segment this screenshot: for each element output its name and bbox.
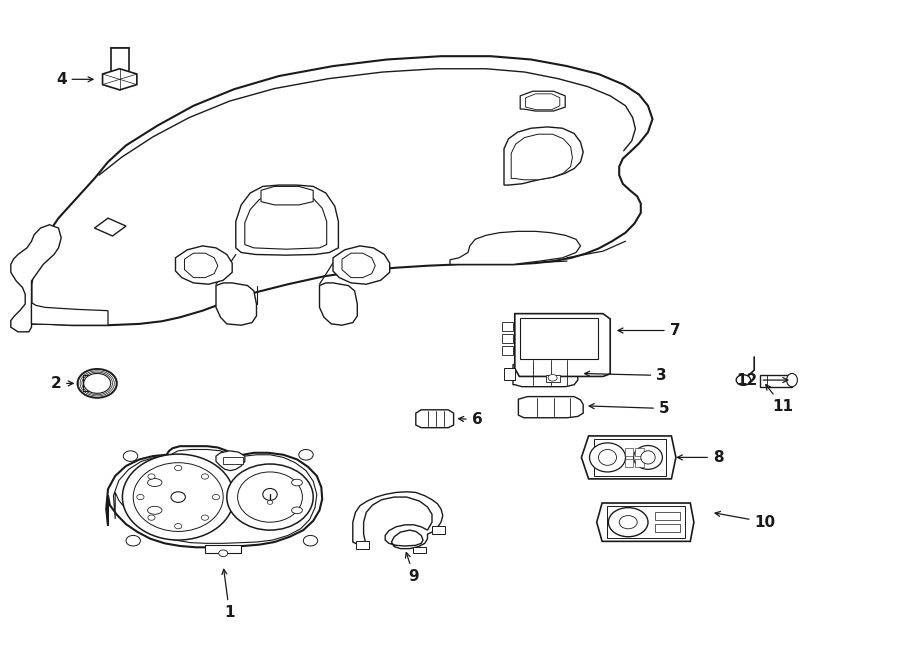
Ellipse shape	[619, 516, 637, 529]
Bar	[594, 440, 666, 476]
Text: 11: 11	[766, 385, 794, 414]
Ellipse shape	[292, 479, 302, 486]
Polygon shape	[513, 360, 578, 387]
Ellipse shape	[227, 464, 313, 530]
Text: 4: 4	[56, 72, 93, 87]
Ellipse shape	[787, 373, 797, 387]
Polygon shape	[94, 218, 126, 236]
Polygon shape	[245, 193, 327, 249]
Text: 10: 10	[716, 512, 776, 529]
Polygon shape	[504, 127, 583, 185]
Ellipse shape	[598, 449, 616, 465]
Text: 7: 7	[618, 323, 680, 338]
Bar	[83, 375, 92, 391]
Ellipse shape	[641, 451, 655, 464]
Bar	[625, 459, 633, 467]
Ellipse shape	[238, 472, 302, 522]
Text: 8: 8	[678, 450, 724, 465]
Text: 5: 5	[590, 401, 670, 416]
Polygon shape	[342, 253, 375, 278]
Polygon shape	[526, 94, 560, 110]
Polygon shape	[518, 397, 583, 418]
Polygon shape	[353, 492, 443, 549]
Bar	[502, 322, 513, 331]
Ellipse shape	[148, 515, 155, 520]
Polygon shape	[216, 451, 245, 471]
Polygon shape	[11, 225, 61, 332]
Polygon shape	[450, 231, 580, 264]
Text: 9: 9	[406, 553, 419, 584]
Polygon shape	[597, 503, 694, 541]
Polygon shape	[216, 283, 256, 325]
Bar	[413, 547, 426, 553]
Ellipse shape	[219, 550, 228, 557]
Polygon shape	[32, 56, 652, 325]
Bar	[432, 526, 445, 534]
Bar	[502, 346, 513, 355]
Ellipse shape	[133, 463, 223, 531]
Text: 3: 3	[585, 368, 667, 383]
Bar	[625, 448, 633, 456]
Text: 6: 6	[459, 412, 482, 427]
Ellipse shape	[148, 479, 162, 486]
Ellipse shape	[175, 524, 182, 529]
Polygon shape	[176, 246, 232, 284]
Bar	[502, 334, 513, 343]
Text: 2: 2	[50, 376, 73, 391]
Ellipse shape	[608, 508, 648, 537]
Polygon shape	[515, 314, 610, 377]
Ellipse shape	[736, 375, 751, 385]
Ellipse shape	[303, 535, 318, 546]
Ellipse shape	[299, 449, 313, 460]
Bar	[655, 524, 680, 532]
Polygon shape	[520, 91, 565, 111]
Bar	[205, 545, 241, 553]
Bar	[356, 541, 369, 549]
Bar	[111, 48, 129, 74]
Text: 12: 12	[736, 373, 788, 387]
Polygon shape	[261, 186, 313, 205]
Ellipse shape	[548, 374, 557, 381]
Ellipse shape	[202, 474, 209, 479]
Bar	[635, 448, 644, 456]
Polygon shape	[32, 303, 108, 325]
Ellipse shape	[634, 446, 662, 469]
Ellipse shape	[590, 443, 625, 472]
Ellipse shape	[148, 506, 162, 514]
Ellipse shape	[122, 454, 234, 540]
Ellipse shape	[263, 488, 277, 500]
Ellipse shape	[175, 465, 182, 471]
Ellipse shape	[212, 494, 220, 500]
Ellipse shape	[267, 500, 273, 504]
Text: 1: 1	[222, 569, 235, 620]
Bar	[760, 375, 792, 387]
Polygon shape	[103, 69, 137, 90]
Bar	[223, 457, 243, 464]
Polygon shape	[581, 436, 676, 479]
Ellipse shape	[137, 494, 144, 500]
Ellipse shape	[126, 535, 140, 546]
Ellipse shape	[123, 451, 138, 461]
Ellipse shape	[292, 507, 302, 514]
Polygon shape	[106, 446, 322, 547]
Polygon shape	[320, 283, 357, 325]
Bar	[608, 506, 685, 538]
Bar	[520, 317, 598, 359]
Ellipse shape	[148, 474, 155, 479]
Bar	[504, 368, 515, 380]
Polygon shape	[416, 410, 454, 428]
Polygon shape	[236, 185, 338, 255]
Polygon shape	[184, 253, 218, 278]
Polygon shape	[511, 134, 572, 180]
Ellipse shape	[171, 492, 185, 502]
Bar	[635, 459, 644, 467]
Polygon shape	[333, 246, 390, 284]
Ellipse shape	[77, 369, 117, 398]
Bar	[546, 375, 560, 382]
Bar	[655, 512, 680, 520]
Polygon shape	[113, 449, 317, 543]
Ellipse shape	[202, 515, 209, 520]
Ellipse shape	[84, 373, 111, 393]
